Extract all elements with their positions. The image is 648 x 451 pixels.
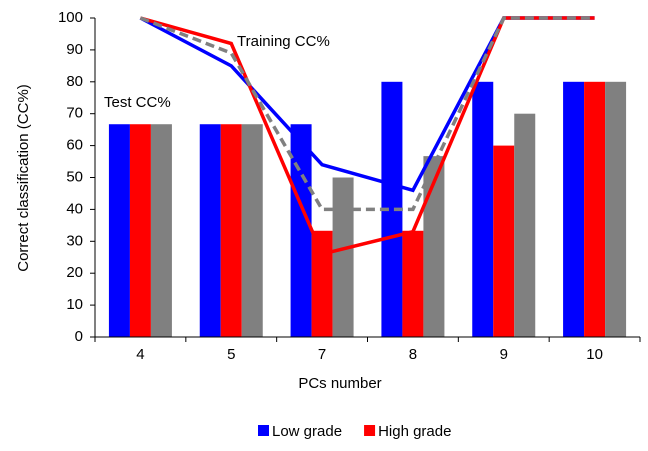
line xyxy=(139,16,595,212)
y-tick-label: 50 xyxy=(66,168,83,185)
x-tick-label: 10 xyxy=(586,346,603,363)
y-tick-label: 80 xyxy=(66,73,83,90)
y-axis-label: Correct classification (CC%) xyxy=(15,84,32,272)
y-tick-label: 90 xyxy=(66,41,83,58)
y-tick-label: 20 xyxy=(66,264,83,281)
bar xyxy=(129,124,151,338)
bar xyxy=(150,124,172,338)
bar xyxy=(605,81,627,337)
x-tick-label: 9 xyxy=(500,346,508,363)
y-tick-label: 10 xyxy=(66,296,83,313)
bar xyxy=(514,113,536,337)
bar xyxy=(472,81,494,337)
y-tick-label: 40 xyxy=(66,200,83,217)
y-tick-label: 0 xyxy=(75,328,83,345)
x-tick-label: 7 xyxy=(318,346,326,363)
bar xyxy=(563,81,585,337)
y-tick-label: 30 xyxy=(66,232,83,249)
x-tick-label: 4 xyxy=(136,346,144,363)
bar xyxy=(493,145,515,337)
y-tick-label: 100 xyxy=(58,9,83,26)
x-axis-label: PCs number xyxy=(298,375,381,392)
bar xyxy=(584,81,606,337)
bar xyxy=(332,177,354,337)
y-tick-label: 60 xyxy=(66,137,83,154)
bar xyxy=(220,124,242,338)
legend-label: Low grade xyxy=(272,423,342,440)
annotation: Test CC% xyxy=(104,94,171,111)
bar xyxy=(241,124,263,338)
bar xyxy=(108,124,130,338)
legend-swatch xyxy=(258,425,269,436)
x-tick-label: 5 xyxy=(227,346,235,363)
bar xyxy=(423,156,445,337)
bar xyxy=(199,124,221,338)
bar xyxy=(402,230,424,337)
bar xyxy=(311,230,333,337)
legend-label: High grade xyxy=(378,423,451,440)
x-tick-label: 8 xyxy=(409,346,417,363)
legend-swatch xyxy=(364,425,376,436)
bar xyxy=(381,81,403,337)
annotation: Training CC% xyxy=(237,33,330,50)
y-tick-label: 70 xyxy=(66,105,83,122)
bar xyxy=(290,124,312,338)
